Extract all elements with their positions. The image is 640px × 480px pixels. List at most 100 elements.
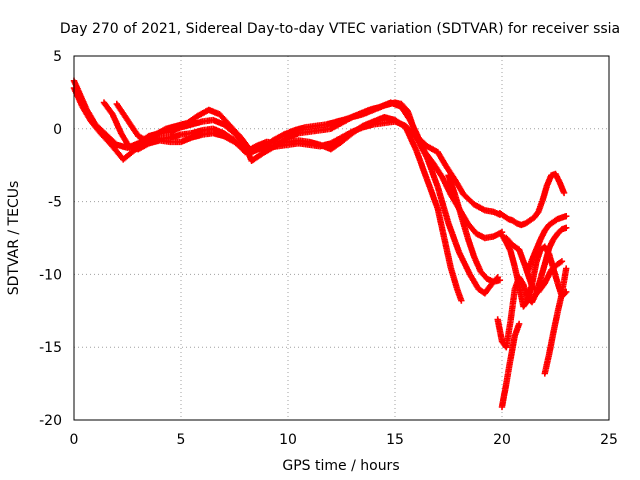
data-point-segment (456, 249, 473, 276)
data-point-segment (438, 173, 454, 196)
data-point-segment (113, 100, 130, 122)
y-tick-label: -5 (48, 195, 62, 211)
data-point-segment (464, 220, 479, 236)
x-tick-label: 20 (493, 432, 511, 448)
y-tick-label: 5 (53, 49, 62, 65)
data-point-segment (530, 209, 541, 221)
data-point (563, 265, 570, 272)
data-point-segment (503, 319, 514, 351)
data-point-segment (117, 130, 132, 150)
data-point-segment (434, 183, 452, 225)
data-point-segment (102, 131, 119, 147)
data-point-segment (231, 138, 248, 153)
data-point-segment (445, 220, 462, 255)
data-point-segment (558, 213, 568, 221)
data-point-segment (548, 171, 558, 179)
series-track-12 (541, 265, 570, 377)
data-point (558, 258, 566, 265)
series-track-6 (496, 170, 568, 229)
data-point-segment (109, 111, 124, 135)
data-point-segment (545, 237, 556, 252)
data-point-segment (327, 135, 344, 147)
data-point-segment (477, 268, 490, 281)
data-point-segment (248, 151, 265, 164)
data-point-segment (100, 99, 115, 117)
data-point-segment (124, 116, 141, 138)
data-point-segment (443, 163, 458, 182)
data-point-segment (466, 271, 481, 291)
y-axis-ticks: 5 0 -5 -10 -15 -20 (39, 49, 62, 429)
data-point-segment (513, 220, 523, 228)
data-point-segment (453, 285, 464, 303)
data-point-segment (464, 234, 477, 259)
data-point (560, 189, 568, 197)
data-point-segment (558, 225, 568, 233)
x-tick-label: 10 (279, 432, 297, 448)
y-tick-label: -20 (39, 413, 62, 429)
data-point-segment (548, 262, 560, 274)
data-point-segment (550, 216, 560, 226)
data-point-segment (518, 220, 528, 229)
data-point-segment (430, 160, 445, 179)
data-point-segment (451, 191, 464, 218)
data-point-segment (494, 316, 505, 343)
x-tick-label: 25 (600, 432, 618, 448)
data-point (458, 297, 465, 304)
data-point-segment (496, 210, 506, 219)
data-point-segment (184, 113, 200, 127)
chart-title: Day 270 of 2021, Sidereal Day-to-day VTE… (60, 21, 620, 37)
data-point (563, 212, 570, 220)
data-point-segment (413, 147, 430, 182)
data-point-segment (447, 263, 460, 291)
data-point-segment (413, 134, 430, 160)
plot-frame (73, 55, 610, 421)
data-point-segment (216, 111, 233, 128)
series-track-5 (445, 172, 504, 285)
data-point-segment (500, 213, 511, 222)
x-axis-label: GPS time / hours (282, 458, 399, 474)
series-track-11 (524, 212, 570, 275)
data-point-segment (505, 215, 515, 224)
data-point-segment (498, 382, 510, 411)
y-tick-label: -10 (39, 267, 62, 283)
data-point-segment (520, 298, 530, 310)
data-point-segment (526, 215, 536, 224)
data-point-segment (507, 334, 518, 362)
data-point-segment (79, 103, 94, 124)
data-point-segment (515, 246, 529, 269)
data-point-segment (537, 244, 547, 253)
data-point-segment (541, 222, 552, 234)
series-track-9 (494, 224, 570, 351)
data-point-segment (541, 353, 552, 377)
y-tick-label: -15 (39, 340, 62, 356)
data-point-segment (441, 234, 454, 269)
data-point (496, 277, 504, 284)
data-point-segment (515, 274, 526, 287)
data-point-segment (554, 227, 564, 237)
x-tick-label: 5 (177, 432, 186, 448)
data-point-segment (507, 287, 518, 325)
data-point-segment (458, 213, 471, 240)
data-point-segment (503, 234, 515, 248)
x-axis-ticks: 0 5 10 15 20 25 (70, 432, 618, 448)
grid-lines (73, 55, 610, 421)
data-point-segment (402, 122, 419, 140)
data-point-segment (558, 267, 570, 297)
y-axis-label: SDTVAR / TECUs (6, 181, 22, 296)
data-point (563, 224, 570, 232)
data-point-segment (87, 118, 104, 137)
data-point-segment (554, 291, 565, 316)
data-point-segment (554, 214, 564, 223)
data-point-segment (509, 217, 519, 226)
data-point-segment (550, 310, 561, 336)
data-point-segment (481, 282, 494, 297)
data-point-segment (451, 176, 466, 197)
x-tick-label: 0 (70, 432, 79, 448)
data-point-segment (522, 218, 532, 227)
x-tick-label: 15 (386, 432, 404, 448)
data-point-segment (434, 205, 447, 240)
data-point-segment (120, 148, 136, 163)
data-point-segment (554, 259, 564, 268)
data-point-segment (545, 331, 557, 358)
